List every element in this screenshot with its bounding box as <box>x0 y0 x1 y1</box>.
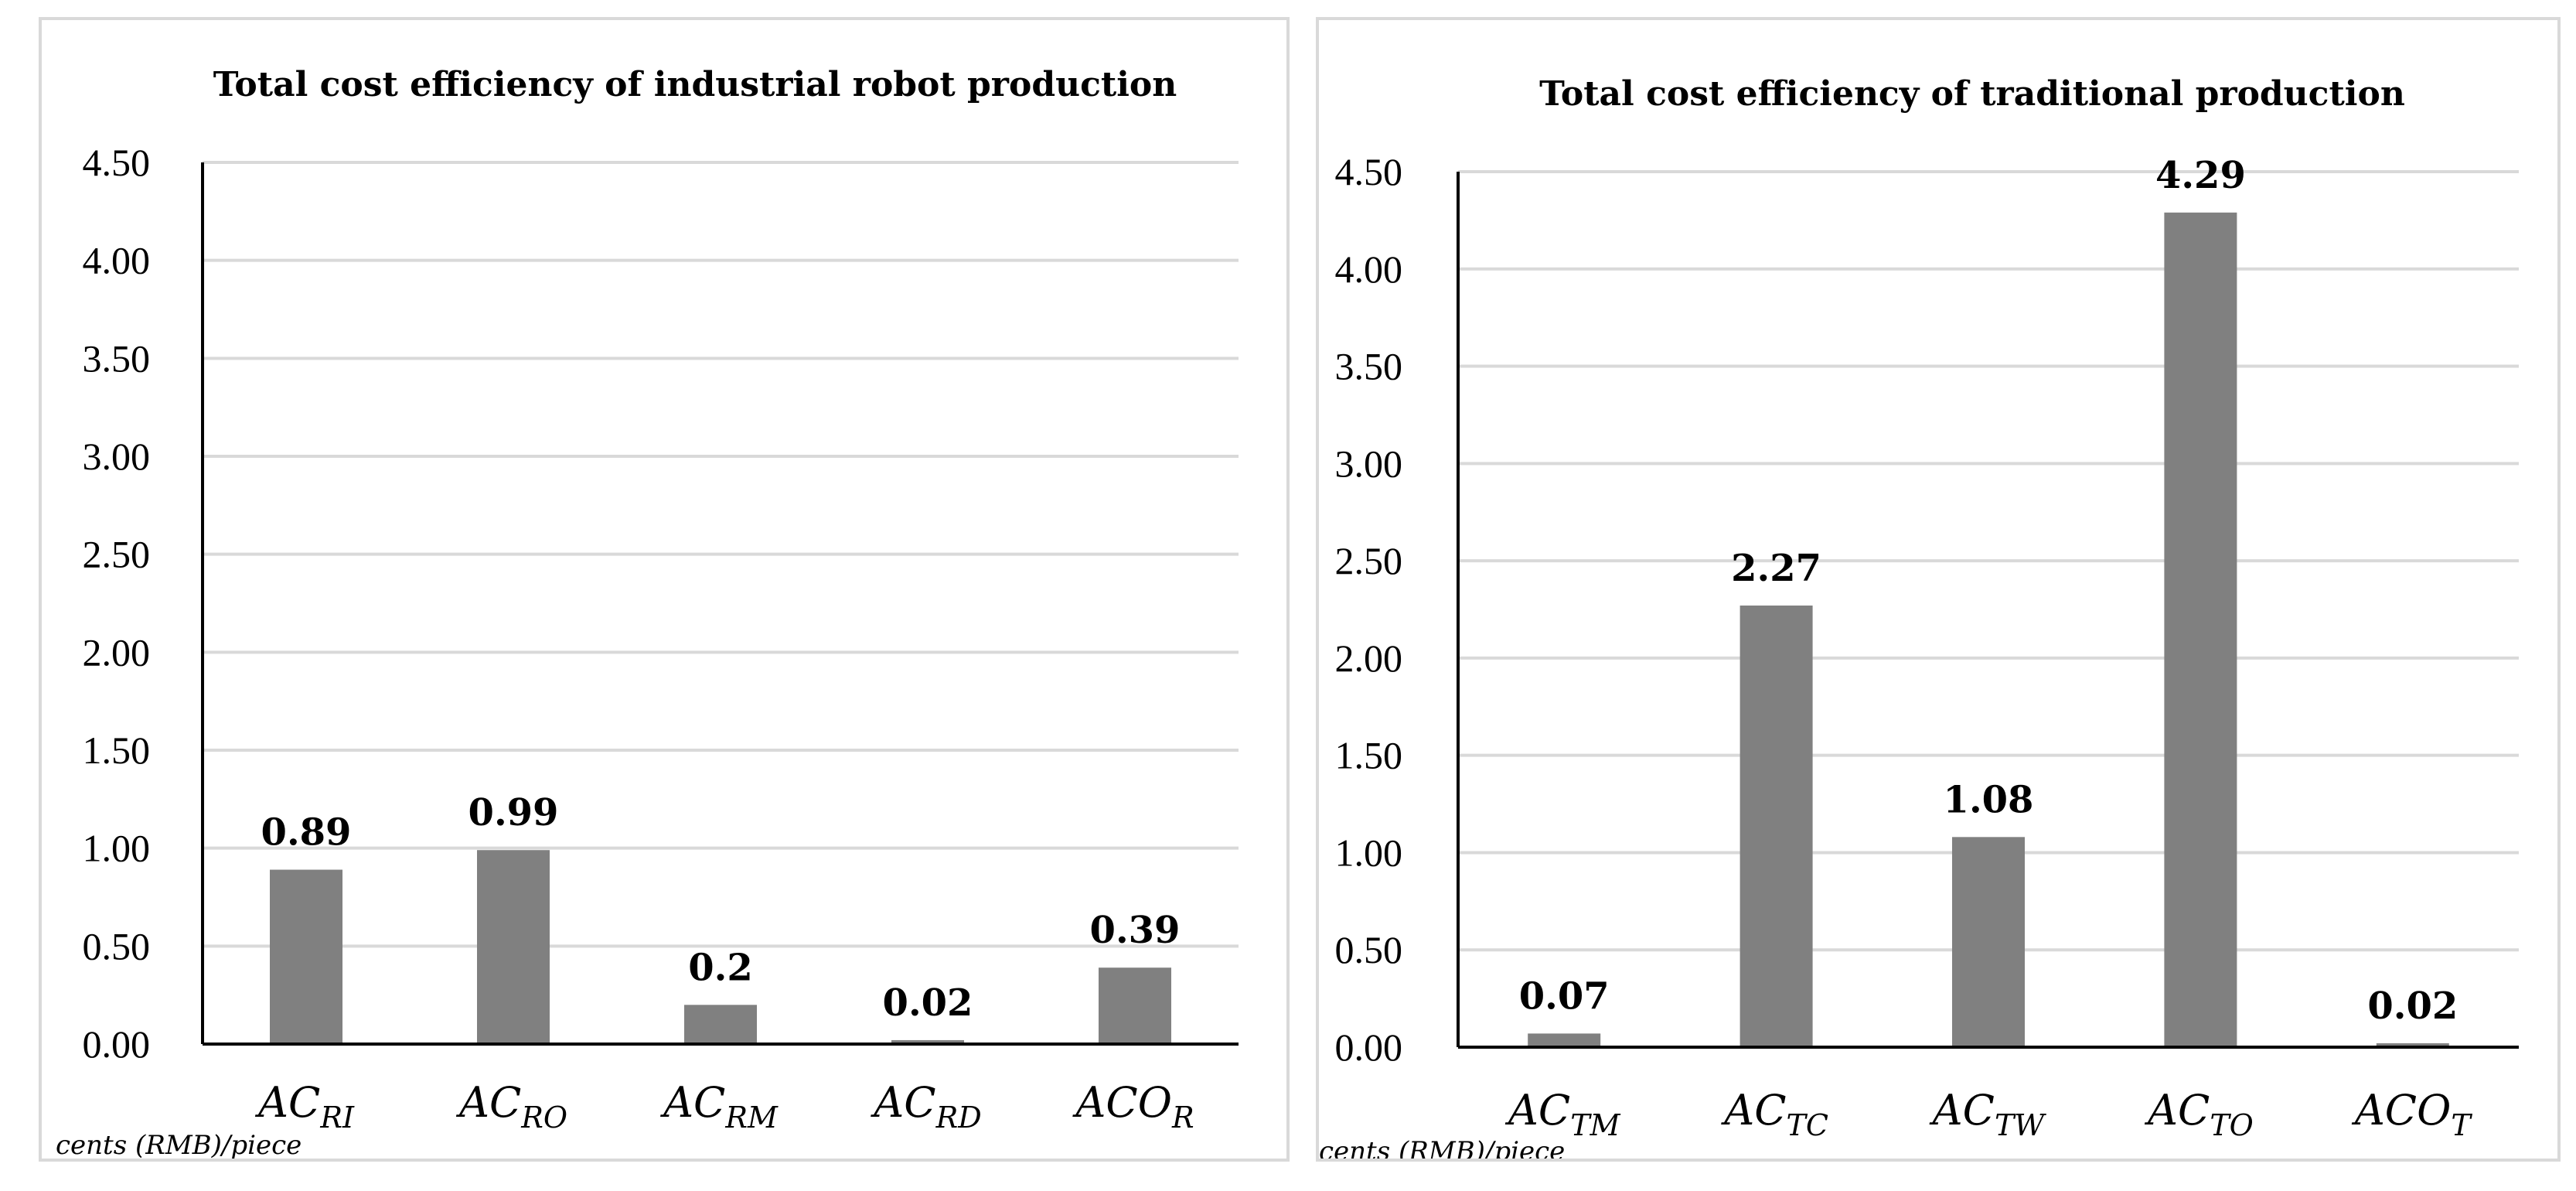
category-label-subscript: T <box>2451 1108 2472 1142</box>
traditional-bar-aco-t <box>2376 1043 2449 1047</box>
traditional-data-label: 2.27 <box>1731 547 1821 590</box>
robot-data-label: 0.39 <box>1090 909 1181 952</box>
traditional-category-label: ACTW <box>1929 1086 2047 1142</box>
traditional-category-label: ACTM <box>1504 1086 1621 1142</box>
category-label-main: AC <box>455 1078 521 1127</box>
robot-category-label: ACRO <box>455 1078 567 1135</box>
robot-bar-ac-rd <box>891 1039 964 1044</box>
category-label-subscript: RO <box>520 1101 567 1135</box>
robot-y-tick-label: 4.50 <box>83 141 151 184</box>
traditional-category-label: ACTO <box>2144 1086 2254 1142</box>
robot-bar-ac-rm <box>684 1005 757 1044</box>
robot-data-label: 0.02 <box>883 981 973 1025</box>
category-label-main: AC <box>1720 1086 1786 1135</box>
traditional-bar-ac-tm <box>1528 1033 1601 1047</box>
traditional-y-tick-label: 3.50 <box>1335 345 1403 388</box>
robot-production-chart-panel: Total cost efficiency of industrial robo… <box>39 17 1290 1162</box>
robot-category-label: ACOR <box>1072 1078 1194 1135</box>
traditional-bar-ac-tc <box>1739 605 1813 1047</box>
traditional-production-bar-chart: Total cost efficiency of traditional pro… <box>1319 74 2519 1159</box>
robot-y-tick-label: 0.50 <box>83 924 151 967</box>
robot-unit-label: cents (RMB)/piece <box>56 1130 302 1159</box>
traditional-y-tick-label: 2.00 <box>1335 636 1403 680</box>
robot-chart-title: Total cost efficiency of industrial robo… <box>213 65 1177 104</box>
category-label-main: AC <box>1504 1086 1570 1135</box>
traditional-chart-title: Total cost efficiency of traditional pro… <box>1539 74 2405 114</box>
traditional-data-label: 0.07 <box>1519 974 1610 1018</box>
category-label-main: AC <box>2144 1086 2210 1135</box>
category-label-subscript: TO <box>2210 1108 2254 1142</box>
traditional-production-chart-panel: Total cost efficiency of traditional pro… <box>1316 17 2561 1162</box>
category-label-main: AC <box>659 1078 725 1127</box>
traditional-y-tick-label: 0.50 <box>1335 928 1403 971</box>
category-label-main: ACO <box>2351 1086 2452 1135</box>
traditional-y-tick-label: 1.00 <box>1335 831 1403 874</box>
robot-y-tick-label: 2.00 <box>83 630 151 674</box>
traditional-category-label: ACTC <box>1720 1086 1828 1142</box>
category-label-main: ACO <box>1072 1078 1172 1127</box>
robot-y-tick-label: 0.00 <box>83 1022 151 1066</box>
robot-y-tick-label: 3.00 <box>83 435 151 478</box>
robot-category-label: ACRD <box>870 1078 981 1135</box>
traditional-y-tick-label: 4.50 <box>1335 150 1403 193</box>
robot-bar-aco-r <box>1099 967 1171 1044</box>
robot-category-label: ACRM <box>659 1078 779 1135</box>
robot-y-tick-label: 3.50 <box>83 336 151 380</box>
category-label-subscript: TC <box>1787 1108 1828 1142</box>
category-label-main: AC <box>254 1078 320 1127</box>
traditional-category-label: ACOT <box>2351 1086 2473 1142</box>
traditional-y-tick-label: 3.00 <box>1335 442 1403 485</box>
robot-data-label: 0.2 <box>688 946 753 989</box>
traditional-data-label: 1.08 <box>1944 778 2034 821</box>
robot-production-bar-chart: Total cost efficiency of industrial robo… <box>56 65 1239 1159</box>
traditional-data-label: 0.02 <box>2367 985 2458 1028</box>
traditional-unit-label: cents (RMB)/piece <box>1319 1136 1565 1159</box>
category-label-main: AC <box>870 1078 935 1127</box>
category-label-subscript: R <box>1171 1101 1194 1135</box>
robot-data-label: 0.89 <box>261 811 352 855</box>
traditional-y-tick-label: 4.00 <box>1335 247 1403 291</box>
traditional-bar-ac-to <box>2164 212 2237 1047</box>
robot-category-label: ACRI <box>254 1078 355 1135</box>
robot-y-tick-label: 1.00 <box>83 827 151 870</box>
category-label-subscript: RM <box>724 1101 779 1135</box>
robot-y-tick-label: 1.50 <box>83 729 151 772</box>
robot-bar-ac-ro <box>477 850 550 1044</box>
traditional-bar-ac-tw <box>1952 837 2025 1047</box>
robot-data-label: 0.99 <box>469 791 559 834</box>
traditional-data-label: 4.29 <box>2155 154 2246 197</box>
traditional-y-tick-label: 2.50 <box>1335 539 1403 582</box>
robot-y-tick-label: 4.00 <box>83 239 151 282</box>
category-label-subscript: TM <box>1570 1108 1620 1142</box>
traditional-y-tick-label: 1.50 <box>1335 734 1403 777</box>
robot-bar-ac-ri <box>270 869 342 1044</box>
category-label-subscript: RI <box>319 1101 355 1135</box>
category-label-main: AC <box>1929 1086 1995 1135</box>
category-label-subscript: TW <box>1995 1108 2046 1142</box>
robot-y-tick-label: 2.50 <box>83 533 151 576</box>
traditional-y-tick-label: 0.00 <box>1335 1025 1403 1069</box>
category-label-subscript: RD <box>935 1101 982 1135</box>
